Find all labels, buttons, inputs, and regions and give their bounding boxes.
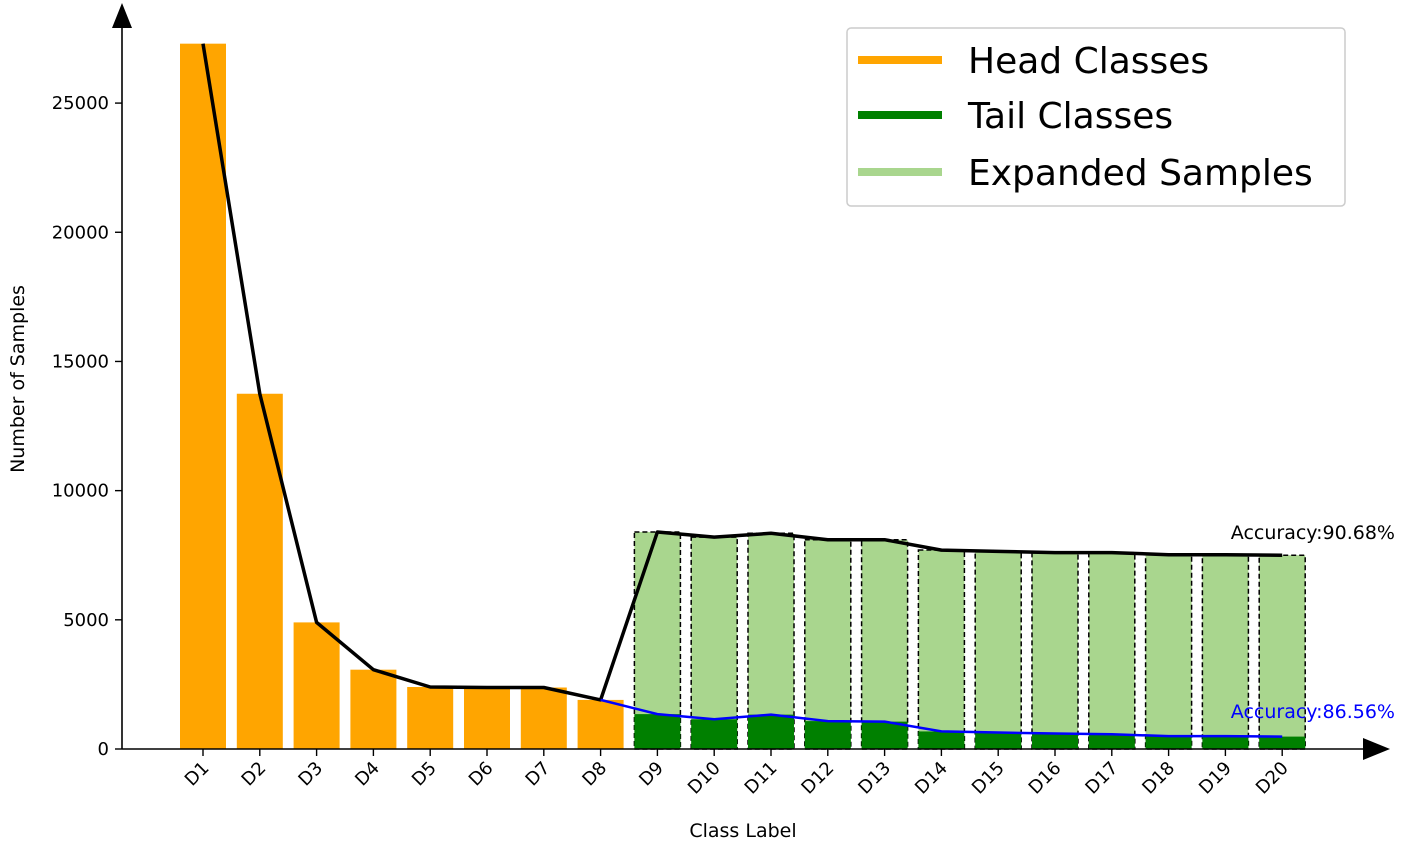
- bar-tail-D18: [1145, 736, 1192, 749]
- x-tick-label: D8: [578, 758, 611, 791]
- x-tick-label: D17: [1081, 758, 1122, 799]
- line-total-samples: [201, 43, 1283, 702]
- bar-expanded-D20: [1258, 554, 1306, 750]
- x-tick-label: D1: [181, 758, 214, 791]
- x-tick-label: D20: [1252, 758, 1293, 799]
- bar-tail-D20: [1259, 736, 1306, 749]
- legend: Head Classes Tail Classes Expanded Sampl…: [846, 27, 1346, 207]
- annotations-layer: Accuracy:90.68% Accuracy:86.56%: [1231, 522, 1395, 723]
- lines-layer: [201, 43, 1283, 738]
- bar-head-D3: [293, 622, 340, 749]
- annotation-accuracy-tail: Accuracy:86.56%: [1231, 701, 1395, 723]
- bar-tail-D19: [1202, 736, 1249, 749]
- bar-expanded-D11: [747, 532, 795, 750]
- y-tick-label: 15000: [52, 351, 109, 372]
- legend-frame: [846, 27, 1346, 207]
- line-tail-samples: [600, 698, 1283, 738]
- y-tick-label: 0: [98, 739, 109, 760]
- x-tick-label: D2: [238, 758, 271, 791]
- y-tick-label: 20000: [52, 222, 109, 243]
- y-axis-title: Number of Samples: [7, 285, 29, 473]
- bar-tail-D13: [861, 721, 908, 749]
- x-tick-label: D14: [911, 758, 952, 799]
- x-tick-label: D9: [635, 758, 668, 791]
- y-tick-label: 25000: [52, 93, 109, 114]
- bar-tail-D12: [804, 721, 851, 749]
- bar-expanded-D16: [1031, 551, 1079, 750]
- x-tick-label: D5: [408, 758, 441, 791]
- bar-tail-D17: [1088, 734, 1135, 749]
- legend-label-tail: Tail Classes: [967, 96, 1173, 137]
- x-tick-label: D15: [968, 758, 1009, 799]
- bar-tail-D11: [748, 714, 794, 749]
- bar-head-D6: [464, 687, 510, 749]
- bar-head-D7: [520, 687, 567, 749]
- x-tick-label: D13: [854, 758, 895, 799]
- x-tick-label: D7: [522, 758, 555, 791]
- x-tick-label: D16: [1025, 758, 1066, 799]
- x-tick-label: D18: [1138, 758, 1179, 799]
- y-tick-label: 10000: [52, 481, 109, 502]
- x-tick-label: D10: [684, 758, 725, 799]
- x-tick-label: D19: [1195, 758, 1236, 799]
- bar-expanded-D12: [804, 538, 852, 750]
- legend-label-head: Head Classes: [968, 41, 1209, 82]
- x-tick-label: D12: [797, 758, 838, 799]
- legend-label-expanded: Expanded Samples: [968, 153, 1313, 194]
- bar-expanded-D17: [1088, 551, 1136, 750]
- bar-tail-D9: [634, 714, 681, 749]
- bar-expanded-D15: [974, 550, 1022, 750]
- x-tick-label: D6: [465, 758, 498, 791]
- y-axis-arrow: [112, 3, 132, 28]
- bar-expanded-D18: [1144, 553, 1193, 750]
- bar-head-D2: [236, 393, 283, 749]
- bar-tail-D10: [691, 719, 738, 749]
- y-tick-label: 5000: [63, 610, 109, 631]
- bar-head-D1: [180, 43, 226, 749]
- bar-head-D4: [350, 669, 397, 749]
- x-tick-label: D11: [741, 758, 782, 799]
- bar-expanded-D19: [1201, 553, 1250, 750]
- bar-tail-D15: [975, 732, 1022, 749]
- bar-tail-D16: [1032, 733, 1078, 749]
- x-tick-label: D4: [351, 758, 384, 791]
- bar-expanded-D13: [860, 538, 909, 750]
- bar-expanded-D10: [690, 536, 738, 750]
- bar-head-D5: [407, 686, 454, 749]
- annotation-accuracy-total: Accuracy:90.68%: [1231, 522, 1395, 544]
- x-tick-label: D3: [294, 758, 327, 791]
- bar-tail-D14: [918, 731, 965, 749]
- x-axis-arrow: [1363, 738, 1390, 760]
- bar-expanded-D14: [917, 549, 966, 750]
- bar-head-D8: [577, 699, 624, 749]
- x-axis-title: Class Label: [689, 820, 796, 842]
